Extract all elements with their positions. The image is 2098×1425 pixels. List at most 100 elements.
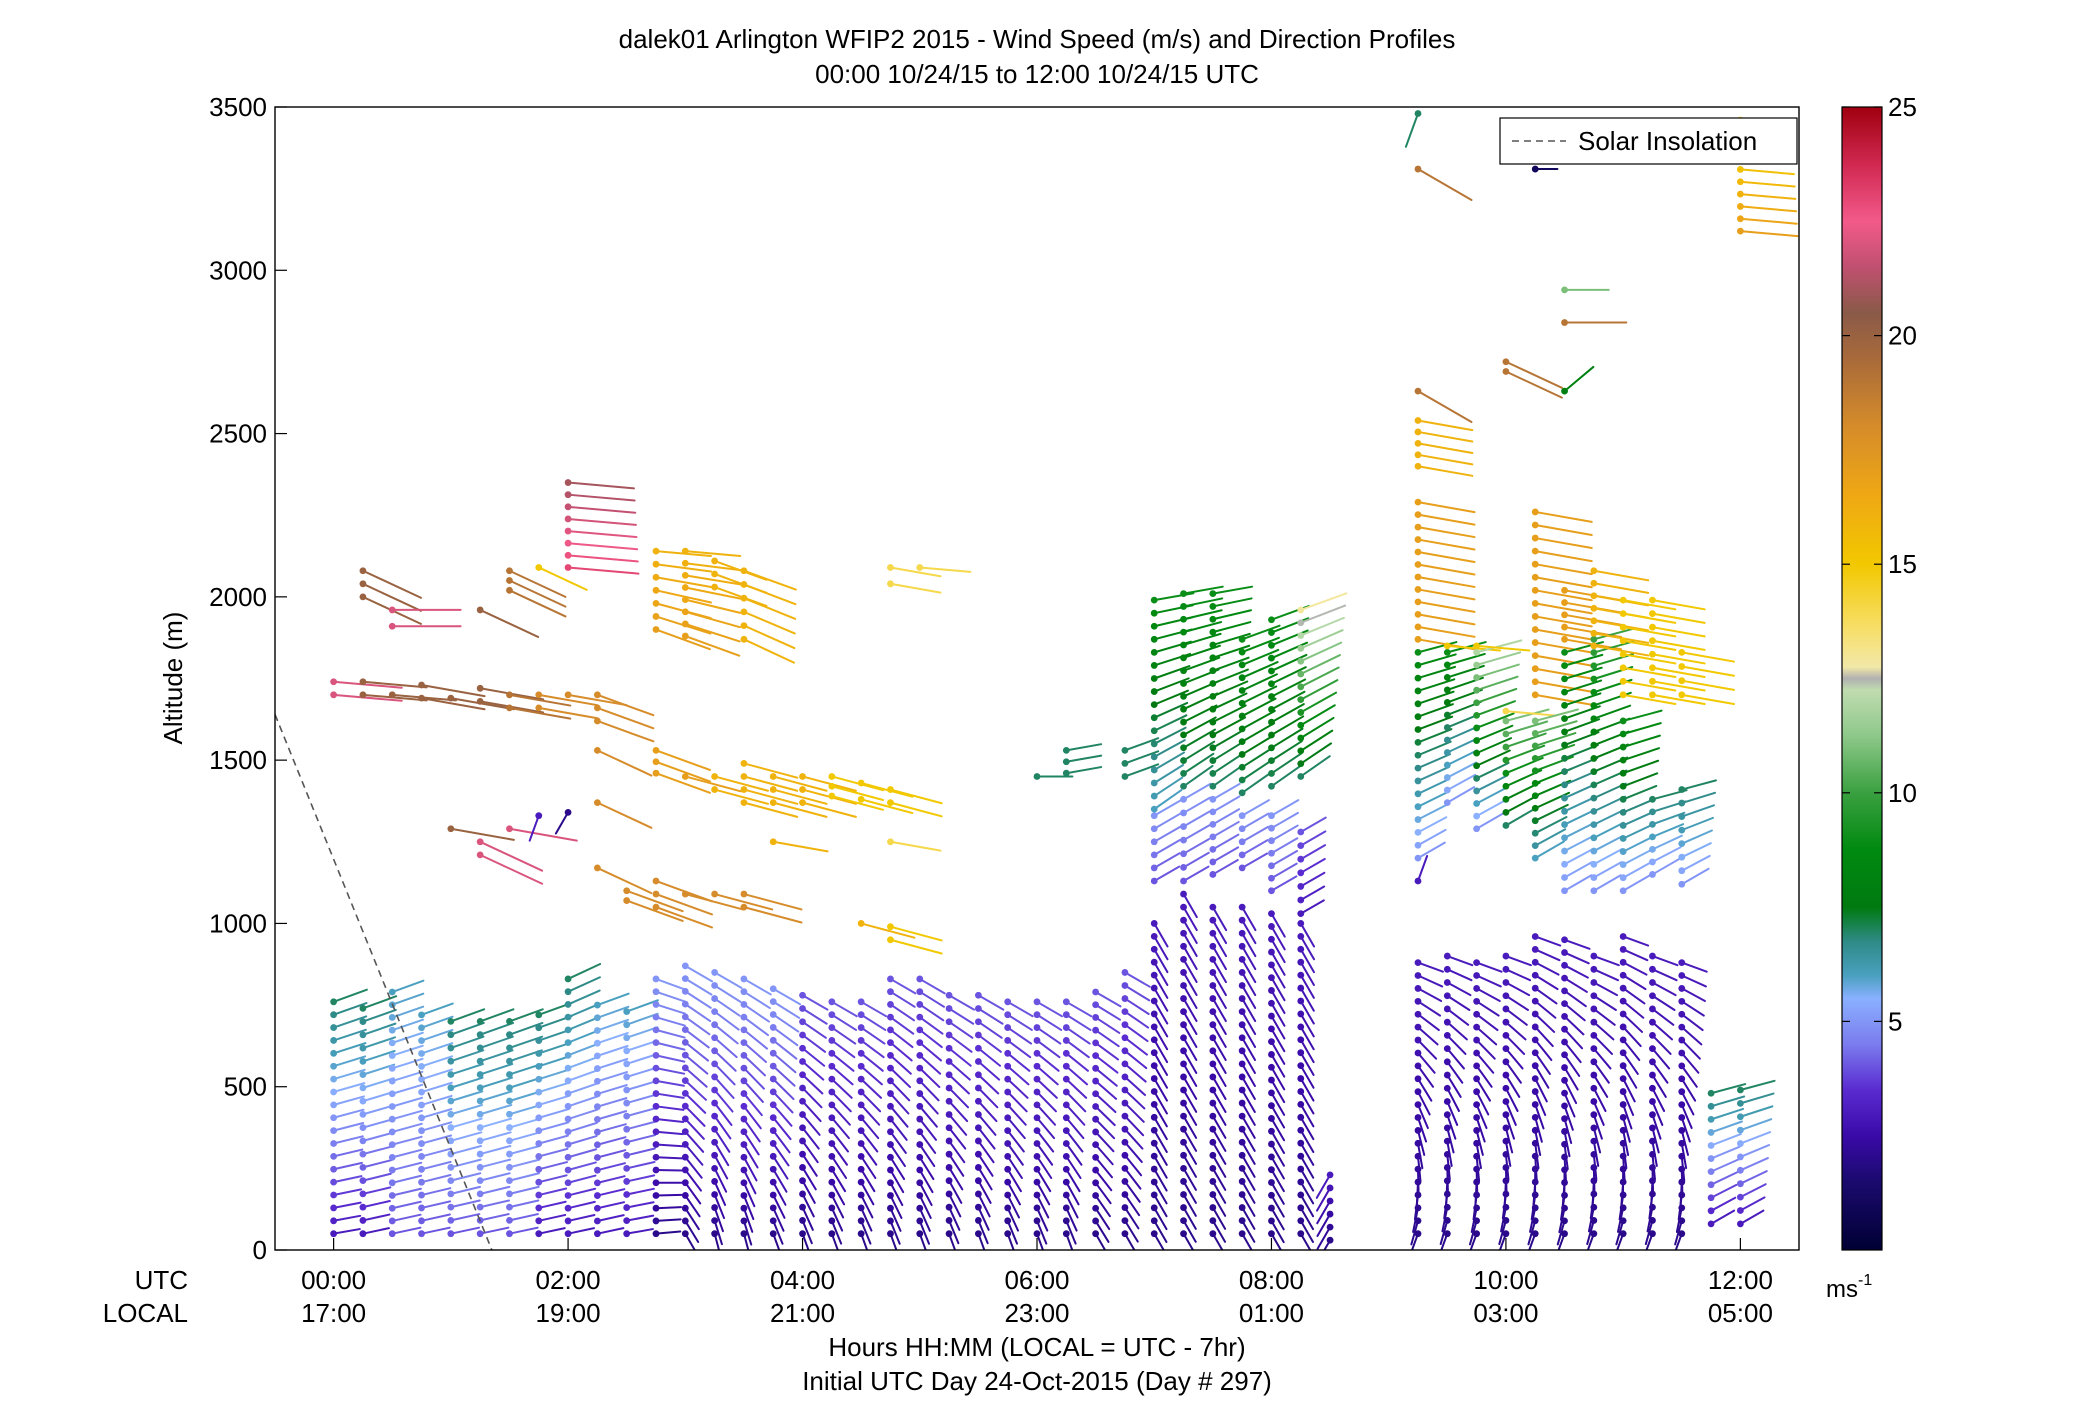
- wind-barb-shaft: [1622, 709, 1663, 722]
- wind-barb-dot: [1297, 1023, 1305, 1031]
- wind-barb-dot: [535, 1062, 543, 1070]
- wind-barb-shaft: [1417, 513, 1476, 526]
- wind-barb-dot: [1033, 1011, 1041, 1019]
- wind-barb-shaft: [684, 586, 742, 600]
- wind-barb-dot: [1238, 929, 1246, 937]
- wind-barb-dot: [1326, 1184, 1334, 1192]
- wind-barb-dot: [1531, 1036, 1539, 1044]
- wind-barb-dot: [974, 1071, 982, 1079]
- wind-barb-shaft: [449, 1021, 485, 1036]
- wind-barb-dot: [1619, 769, 1627, 777]
- wind-barb-dot: [1268, 1217, 1275, 1225]
- wind-barb-shaft: [1094, 1232, 1107, 1250]
- wind-barb-shaft: [1504, 1087, 1519, 1113]
- wind-barb-shaft: [1065, 1142, 1083, 1166]
- wind-barb-dot: [1297, 1165, 1305, 1173]
- wind-barb-shaft: [1211, 1088, 1227, 1113]
- wind-barb-dot: [1678, 1049, 1686, 1057]
- wind-barb-dot: [1590, 1084, 1598, 1092]
- wind-barb-shaft: [742, 1181, 756, 1208]
- wind-barb-dot: [1268, 849, 1275, 857]
- wind-barb-dot: [593, 691, 601, 699]
- wind-barb-shaft: [860, 1065, 883, 1086]
- wind-barb-shaft: [1153, 1142, 1168, 1166]
- wind-barb-shaft: [1417, 551, 1476, 563]
- wind-barb-shaft: [1182, 1115, 1198, 1139]
- wind-barb-shaft: [1622, 1013, 1644, 1033]
- wind-barb-dot: [769, 838, 777, 846]
- wind-barb-shaft: [801, 1020, 827, 1039]
- wind-barb-shaft: [1211, 1193, 1227, 1217]
- wind-barb-shaft: [742, 583, 797, 606]
- wind-barb-dot: [1414, 1139, 1422, 1147]
- wind-barb-shaft: [1036, 1168, 1052, 1193]
- wind-barb-dot: [1649, 1124, 1656, 1132]
- wind-barb-dot: [1209, 982, 1217, 989]
- wind-barb-dot: [447, 1110, 455, 1118]
- wind-barb-shaft: [772, 1000, 801, 1019]
- wind-barb-dot: [1180, 809, 1187, 817]
- y-tick-label: 3000: [209, 255, 267, 285]
- wind-barb-shaft: [1739, 1131, 1772, 1145]
- wind-barb-dot: [1502, 743, 1510, 751]
- wind-barb-shaft: [1680, 1000, 1705, 1017]
- wind-barb-shaft: [860, 1219, 872, 1245]
- wind-barb-dot: [740, 1039, 748, 1047]
- wind-barb-dot: [359, 678, 367, 686]
- wind-barb-dot: [593, 1179, 601, 1187]
- wind-barb-dot: [1473, 825, 1481, 833]
- wind-barb-dot: [623, 1164, 631, 1172]
- wind-barb-dot: [1443, 736, 1451, 744]
- wind-barb-dot: [359, 1150, 367, 1158]
- wind-barb-dot: [1062, 1191, 1070, 1199]
- wind-barb-dot: [1209, 903, 1217, 911]
- wind-barb-dot: [1326, 1171, 1334, 1179]
- wind-barb-shaft: [1417, 961, 1444, 973]
- wind-barb-shaft: [420, 1160, 452, 1171]
- wind-barb-shaft: [830, 1219, 843, 1245]
- wind-barb-dot: [506, 1137, 513, 1145]
- wind-barb-dot: [1238, 969, 1246, 976]
- wind-barb-shaft: [1534, 1000, 1557, 1019]
- wind-barb-dot: [1004, 1152, 1012, 1160]
- wind-barb-dot: [1150, 1126, 1158, 1134]
- wind-barb-dot: [857, 1024, 865, 1031]
- wind-barb-dot: [1561, 286, 1568, 294]
- wind-barb-shaft: [1622, 626, 1677, 638]
- wind-barb-shaft: [1153, 1193, 1168, 1218]
- wind-barb-shaft: [420, 1042, 454, 1055]
- wind-barb-dot: [1531, 626, 1539, 633]
- wind-barb-dot: [359, 1031, 367, 1039]
- wind-barb-dot: [1619, 623, 1627, 631]
- wind-barb-dot: [1443, 674, 1451, 681]
- wind-barb-dot: [1297, 747, 1305, 755]
- wind-barb-shaft: [1651, 1047, 1671, 1070]
- wind-barb-dot: [476, 1190, 484, 1198]
- wind-barb-dot: [1150, 688, 1158, 695]
- wind-barb-dot: [1590, 629, 1598, 637]
- wind-barb-shaft: [713, 1036, 738, 1059]
- wind-barb-dot: [652, 1026, 660, 1034]
- wind-barb-dot: [1561, 1013, 1568, 1020]
- wind-barb-shaft: [1211, 1049, 1227, 1074]
- wind-barb-shaft: [1006, 1090, 1028, 1113]
- wind-barb-shaft: [1651, 599, 1706, 611]
- wind-barb-shaft: [1446, 1166, 1449, 1194]
- wind-barb-dot: [1473, 648, 1481, 656]
- wind-barb-dot: [1649, 992, 1656, 1000]
- wind-barb-shaft: [1417, 1064, 1435, 1088]
- wind-barb-dot: [1297, 773, 1305, 780]
- wind-barb-dot: [359, 1110, 367, 1118]
- wind-barb-dot: [1297, 1101, 1305, 1108]
- wind-barb-shaft: [1417, 1026, 1439, 1046]
- wind-barb-shaft: [1622, 1155, 1626, 1183]
- wind-barb-dot: [974, 1203, 982, 1211]
- wind-barb-shaft: [596, 1136, 627, 1146]
- wind-barb-shaft: [1504, 744, 1546, 762]
- wind-barb-dot: [1062, 1140, 1070, 1147]
- wind-barb-shaft: [1182, 865, 1210, 882]
- wind-barb-dot: [799, 1031, 806, 1039]
- wind-barb-dot: [945, 1164, 953, 1171]
- wind-barb-dot: [652, 1013, 660, 1021]
